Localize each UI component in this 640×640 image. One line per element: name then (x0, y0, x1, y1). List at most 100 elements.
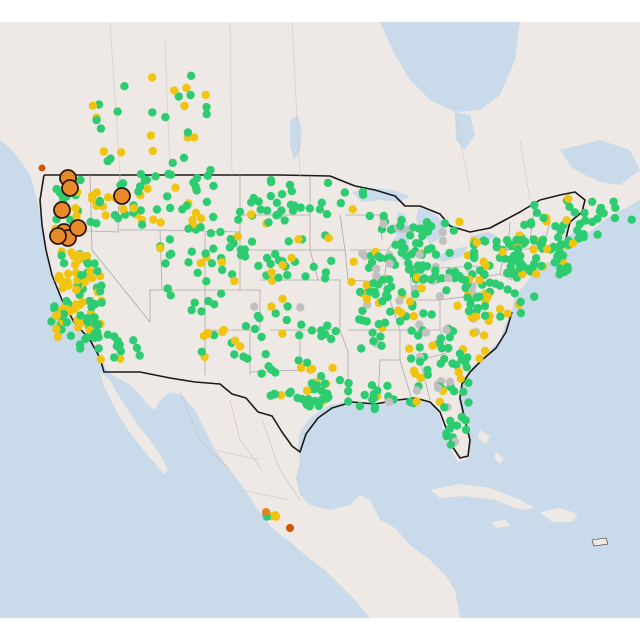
station-moderate-marker[interactable] (63, 277, 72, 286)
station-good-marker[interactable] (317, 395, 327, 404)
station-good-marker[interactable] (379, 211, 388, 221)
station-good-marker[interactable] (445, 248, 454, 258)
station-good-marker[interactable] (57, 251, 66, 260)
station-good-marker[interactable] (196, 223, 205, 232)
station-good-marker[interactable] (96, 124, 106, 133)
station-moderate-marker[interactable] (70, 260, 80, 269)
station-moderate-marker[interactable] (564, 194, 573, 203)
station-good-marker[interactable] (355, 402, 365, 411)
station-good-marker[interactable] (227, 270, 237, 279)
station-good-marker[interactable] (431, 250, 441, 259)
station-good-marker[interactable] (290, 201, 299, 210)
station-good-marker[interactable] (106, 154, 115, 163)
station-good-marker[interactable] (452, 360, 461, 370)
station-good-marker[interactable] (463, 293, 472, 302)
station-moderate-marker[interactable] (455, 217, 464, 226)
station-unhealthy-marker[interactable] (286, 524, 294, 532)
station-moderate-marker[interactable] (409, 312, 418, 321)
station-good-marker[interactable] (136, 170, 146, 179)
station-moderate-marker[interactable] (116, 148, 126, 157)
station-good-marker[interactable] (537, 238, 547, 248)
station-good-marker[interactable] (470, 251, 479, 261)
station-good-marker[interactable] (295, 331, 304, 340)
station-good-marker[interactable] (481, 237, 490, 246)
station-good-marker[interactable] (461, 425, 471, 434)
station-good-marker[interactable] (271, 249, 280, 259)
station-moderate-marker[interactable] (479, 331, 489, 340)
station-good-marker[interactable] (161, 259, 170, 268)
station-moderate-marker[interactable] (503, 309, 512, 318)
station-good-marker[interactable] (368, 328, 377, 337)
station-good-marker[interactable] (423, 245, 433, 254)
station-nodata-marker[interactable] (379, 219, 388, 229)
station-good-marker[interactable] (297, 320, 306, 329)
station-good-marker[interactable] (326, 334, 336, 344)
station-good-marker[interactable] (266, 191, 275, 201)
station-good-marker[interactable] (530, 200, 539, 210)
station-good-marker[interactable] (307, 326, 317, 335)
station-good-marker[interactable] (129, 336, 138, 345)
station-moderate-marker[interactable] (73, 251, 82, 261)
station-good-marker[interactable] (197, 307, 206, 316)
station-good-marker[interactable] (376, 332, 385, 341)
station-good-marker[interactable] (327, 256, 336, 266)
station-good-marker[interactable] (90, 329, 99, 338)
station-moderate-marker[interactable] (96, 355, 106, 364)
station-good-marker[interactable] (405, 231, 415, 240)
station-good-marker[interactable] (357, 344, 366, 353)
station-good-marker[interactable] (167, 249, 176, 258)
station-good-marker[interactable] (446, 416, 455, 426)
station-good-marker[interactable] (50, 304, 59, 313)
station-good-marker[interactable] (411, 290, 420, 299)
station-good-marker[interactable] (187, 247, 196, 256)
station-good-marker[interactable] (110, 211, 120, 220)
station-good-marker[interactable] (464, 378, 473, 387)
station-good-marker[interactable] (62, 318, 71, 327)
station-good-marker[interactable] (445, 333, 454, 342)
station-moderate-marker[interactable] (498, 247, 507, 257)
station-moderate-marker[interactable] (143, 184, 152, 193)
station-good-marker[interactable] (459, 387, 468, 396)
station-moderate-marker[interactable] (191, 208, 201, 217)
station-nodata-marker[interactable] (435, 292, 445, 301)
station-good-marker[interactable] (202, 197, 212, 207)
station-good-marker[interactable] (203, 171, 212, 180)
station-good-marker[interactable] (255, 313, 264, 323)
station-good-marker[interactable] (97, 298, 106, 307)
station-good-marker[interactable] (135, 182, 145, 191)
station-good-marker[interactable] (178, 205, 187, 214)
station-good-marker[interactable] (461, 416, 470, 425)
station-good-marker[interactable] (209, 212, 218, 222)
station-good-marker[interactable] (445, 424, 454, 433)
station-good-marker[interactable] (262, 253, 272, 263)
station-moderate-marker[interactable] (148, 73, 157, 82)
station-good-marker[interactable] (588, 217, 597, 227)
station-good-marker[interactable] (376, 253, 385, 263)
station-moderate-marker[interactable] (324, 234, 333, 243)
station-good-marker[interactable] (296, 203, 305, 212)
station-good-marker[interactable] (344, 378, 353, 388)
station-good-marker[interactable] (415, 357, 425, 366)
station-moderate-marker[interactable] (52, 324, 61, 334)
large-alert-marker[interactable] (69, 219, 87, 237)
station-good-marker[interactable] (480, 311, 490, 320)
station-good-marker[interactable] (272, 211, 281, 220)
station-good-marker[interactable] (81, 335, 90, 344)
station-good-marker[interactable] (492, 242, 501, 252)
station-good-marker[interactable] (317, 198, 326, 207)
station-good-marker[interactable] (236, 251, 246, 260)
station-good-marker[interactable] (526, 220, 536, 229)
station-moderate-marker[interactable] (230, 276, 239, 286)
aq-large-markers-layer[interactable] (49, 169, 131, 247)
station-moderate-marker[interactable] (405, 344, 414, 353)
station-good-marker[interactable] (452, 421, 462, 430)
station-moderate-marker[interactable] (203, 329, 213, 338)
station-good-marker[interactable] (355, 287, 365, 297)
station-moderate-marker[interactable] (417, 284, 426, 293)
station-moderate-marker[interactable] (156, 244, 165, 253)
station-nodata-marker[interactable] (415, 250, 424, 259)
station-moderate-marker[interactable] (190, 133, 199, 142)
station-moderate-marker[interactable] (307, 364, 317, 374)
station-moderate-marker[interactable] (99, 147, 109, 156)
station-good-marker[interactable] (557, 240, 567, 249)
